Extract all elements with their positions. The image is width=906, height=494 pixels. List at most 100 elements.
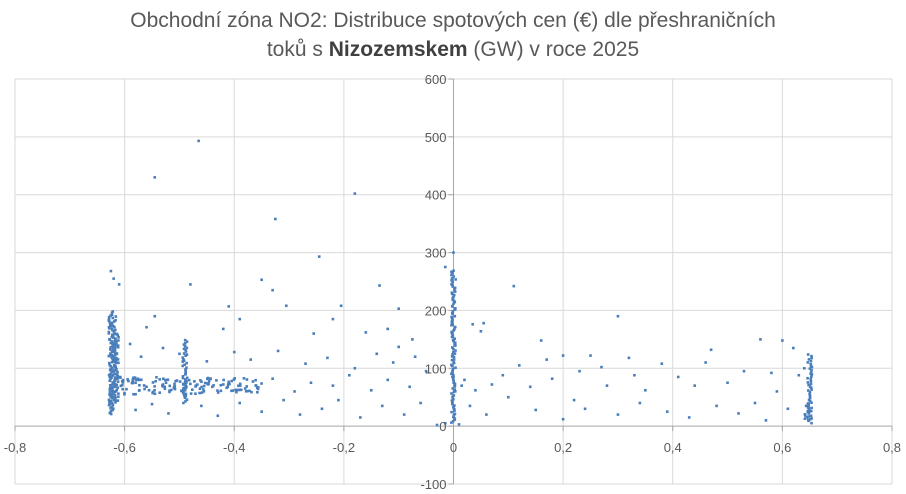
data-point xyxy=(107,325,111,329)
data-point xyxy=(109,346,112,349)
data-point xyxy=(164,381,168,385)
data-point xyxy=(452,373,455,377)
data-point xyxy=(219,389,223,393)
data-point xyxy=(113,376,117,379)
data-point xyxy=(348,373,351,377)
data-point xyxy=(117,392,120,395)
data-point xyxy=(189,283,192,286)
data-point xyxy=(468,404,472,408)
data-point xyxy=(402,413,406,416)
data-point xyxy=(254,378,257,382)
data-point xyxy=(182,347,186,351)
data-point xyxy=(457,423,461,426)
data-point xyxy=(616,314,620,318)
data-point xyxy=(808,390,812,394)
data-point xyxy=(115,342,118,345)
data-point xyxy=(353,192,357,195)
data-point xyxy=(451,346,454,349)
data-point xyxy=(276,349,280,353)
data-point xyxy=(809,359,813,363)
data-point xyxy=(451,351,455,354)
data-point xyxy=(158,378,161,381)
data-point xyxy=(810,375,813,379)
data-point xyxy=(809,365,813,368)
data-point xyxy=(806,402,810,405)
data-point xyxy=(453,325,457,329)
data-point xyxy=(109,412,113,416)
x-tick-label: -0,2 xyxy=(333,440,355,455)
data-point xyxy=(260,382,263,385)
data-point xyxy=(452,293,456,297)
data-point xyxy=(134,381,137,385)
data-point xyxy=(153,389,156,392)
data-point xyxy=(451,280,454,284)
data-point xyxy=(453,290,457,293)
data-point xyxy=(227,380,230,384)
data-point xyxy=(134,408,137,412)
data-point xyxy=(200,391,204,394)
data-point xyxy=(737,412,740,415)
data-point xyxy=(452,347,455,351)
data-point xyxy=(807,407,811,410)
data-point xyxy=(108,402,112,406)
data-point xyxy=(111,350,114,354)
data-point xyxy=(453,412,457,416)
data-point xyxy=(108,379,112,383)
data-point xyxy=(108,383,112,387)
data-point xyxy=(453,287,456,291)
y-tick-label: 400 xyxy=(425,188,447,203)
data-point xyxy=(202,390,206,393)
data-point xyxy=(181,360,185,363)
data-point xyxy=(108,393,111,396)
data-point xyxy=(453,337,457,341)
data-point xyxy=(216,391,220,394)
data-point xyxy=(806,361,810,364)
data-point xyxy=(134,392,137,396)
data-point xyxy=(180,389,183,392)
data-point xyxy=(759,338,762,341)
data-point xyxy=(589,354,592,357)
data-point xyxy=(249,358,252,361)
data-point xyxy=(107,319,111,322)
data-point xyxy=(221,383,225,386)
data-point xyxy=(184,378,187,381)
y-tick-label: -100 xyxy=(420,477,446,492)
data-point xyxy=(113,356,116,360)
data-point xyxy=(113,347,117,351)
data-point xyxy=(216,414,220,418)
data-point xyxy=(145,385,148,389)
data-point xyxy=(108,353,112,357)
data-point xyxy=(810,356,814,360)
data-point xyxy=(451,353,454,356)
data-point xyxy=(184,386,188,390)
data-point xyxy=(450,363,453,367)
data-point xyxy=(111,310,115,313)
data-point xyxy=(113,363,116,367)
data-point xyxy=(378,284,381,287)
data-point xyxy=(109,352,112,355)
data-point xyxy=(797,373,801,377)
data-point xyxy=(254,384,258,387)
x-tick-label: 0,2 xyxy=(554,440,572,455)
data-point xyxy=(207,379,211,383)
data-point xyxy=(181,364,185,368)
data-point xyxy=(110,405,113,409)
data-point xyxy=(107,332,111,335)
data-point xyxy=(110,393,113,397)
data-point xyxy=(803,412,807,416)
data-point xyxy=(184,350,188,353)
data-point xyxy=(109,372,112,376)
data-point xyxy=(274,217,277,221)
data-point xyxy=(137,389,141,392)
data-point xyxy=(116,399,120,402)
data-point xyxy=(183,341,187,345)
data-point xyxy=(116,358,120,361)
data-point xyxy=(809,409,813,413)
data-point xyxy=(753,401,757,405)
data-point xyxy=(386,378,390,382)
data-point xyxy=(808,385,812,389)
data-point xyxy=(198,387,202,391)
data-point xyxy=(807,383,810,387)
data-point xyxy=(108,363,112,367)
data-point xyxy=(450,279,453,282)
